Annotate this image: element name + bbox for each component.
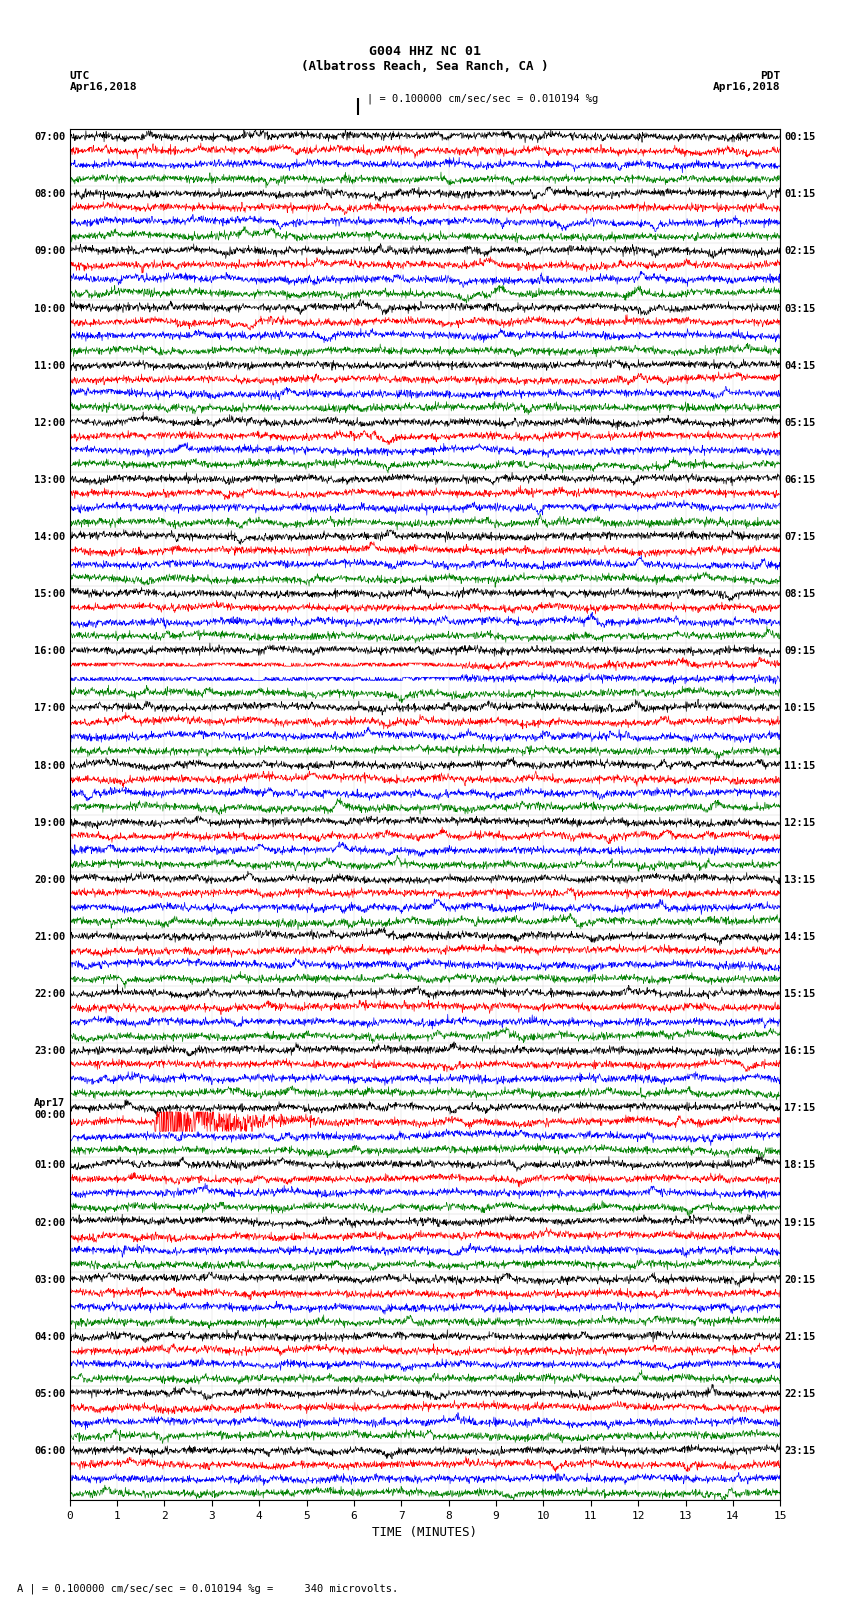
Text: Apr16,2018: Apr16,2018 — [713, 82, 780, 92]
Text: A | = 0.100000 cm/sec/sec = 0.010194 %g =     340 microvolts.: A | = 0.100000 cm/sec/sec = 0.010194 %g … — [17, 1584, 399, 1595]
Text: PDT: PDT — [760, 71, 780, 81]
Text: | = 0.100000 cm/sec/sec = 0.010194 %g: | = 0.100000 cm/sec/sec = 0.010194 %g — [367, 94, 598, 105]
Text: (Albatross Reach, Sea Ranch, CA ): (Albatross Reach, Sea Ranch, CA ) — [301, 60, 549, 73]
Text: G004 HHZ NC 01: G004 HHZ NC 01 — [369, 45, 481, 58]
X-axis label: TIME (MINUTES): TIME (MINUTES) — [372, 1526, 478, 1539]
Text: Apr16,2018: Apr16,2018 — [70, 82, 137, 92]
Text: UTC: UTC — [70, 71, 90, 81]
